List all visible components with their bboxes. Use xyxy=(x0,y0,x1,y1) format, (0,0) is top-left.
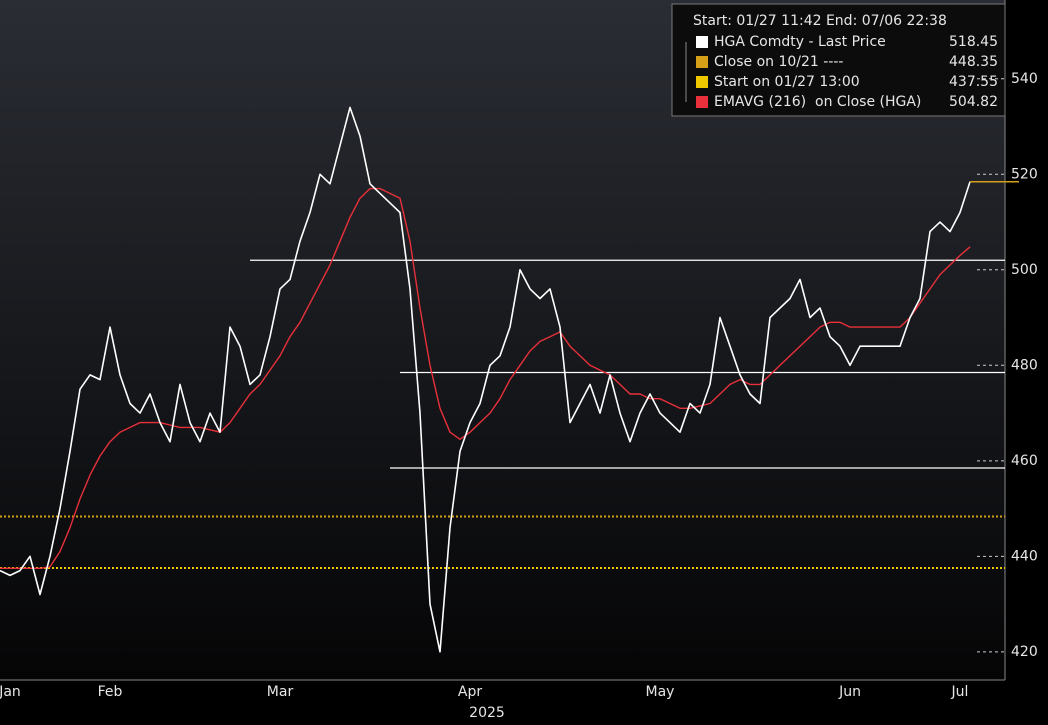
x-tick-label: May xyxy=(646,684,675,700)
x-tick-label: Apr xyxy=(458,684,482,700)
legend-value: 504.82 xyxy=(949,94,998,110)
x-axis-title: 2025 xyxy=(469,705,505,721)
legend-label: EMAVG (216) on Close (HGA) xyxy=(714,94,921,110)
y-tick-label: 440 xyxy=(1011,548,1038,564)
legend-swatch xyxy=(696,36,708,48)
series-line xyxy=(0,187,971,569)
legend-value: 437.55 xyxy=(949,74,998,90)
legend-label: Close on 10/21 ---- xyxy=(714,54,843,70)
y-tick-label: 520 xyxy=(1011,166,1038,182)
y-tick-label: 420 xyxy=(1011,644,1038,660)
y-tick-label: 480 xyxy=(1011,357,1038,373)
x-tick-label: Feb xyxy=(98,684,123,700)
legend-label: HGA Comdty - Last Price xyxy=(714,34,886,50)
series-line xyxy=(0,106,971,653)
legend-value: 448.35 xyxy=(949,54,998,70)
x-tick-label: Jun xyxy=(838,684,861,700)
x-tick-label: Mar xyxy=(267,684,294,700)
x-tick-label: Jan xyxy=(0,684,21,700)
legend-value: 518.45 xyxy=(949,34,998,50)
x-tick-label: Jul xyxy=(951,684,969,700)
legend-swatch xyxy=(696,76,708,88)
legend-swatch xyxy=(696,96,708,108)
legend-label: Start on 01/27 13:00 xyxy=(714,74,860,90)
y-tick-label: 460 xyxy=(1011,453,1038,469)
y-tick-label: 500 xyxy=(1011,262,1038,278)
legend-box xyxy=(671,3,1006,117)
legend-swatch xyxy=(696,56,708,68)
legend: Start: 01/27 11:42 End: 07/06 22:38 xyxy=(671,3,1006,117)
legend-header: Start: 01/27 11:42 End: 07/06 22:38 xyxy=(693,13,947,29)
y-tick-label: 540 xyxy=(1011,71,1038,87)
